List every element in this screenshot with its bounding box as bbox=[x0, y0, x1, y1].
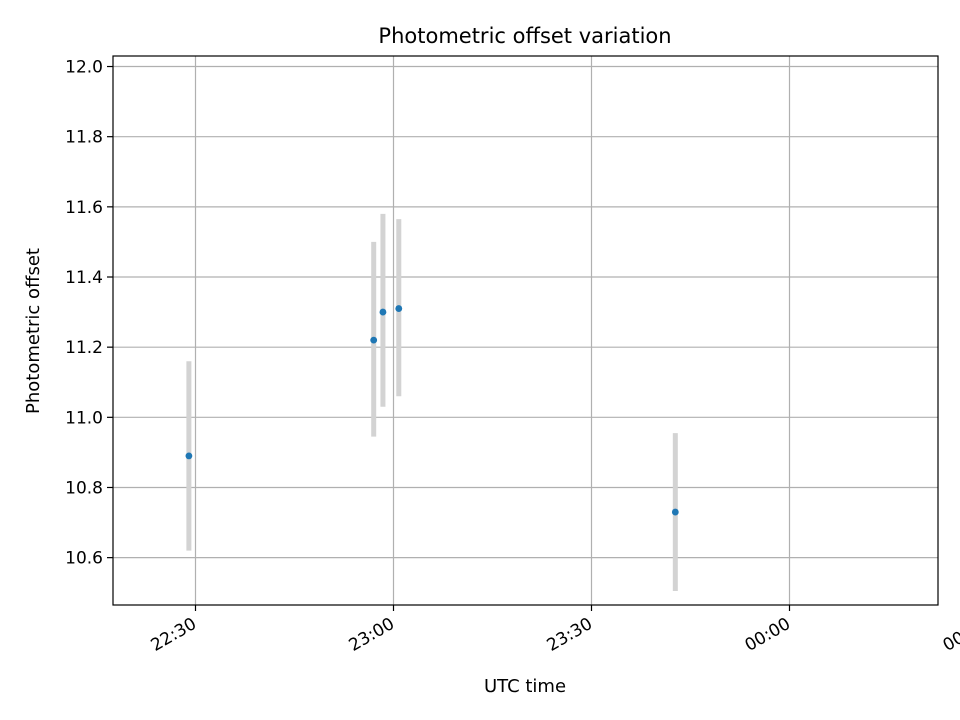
data-point bbox=[671, 508, 679, 516]
y-tick-label: 10.8 bbox=[65, 478, 103, 498]
y-tick-label: 12.0 bbox=[65, 58, 103, 78]
data-point bbox=[185, 452, 193, 460]
data-point bbox=[395, 305, 403, 312]
data-point bbox=[379, 308, 387, 316]
x-axis-label: UTC time bbox=[484, 676, 566, 697]
y-tick-label: 11.8 bbox=[65, 128, 103, 148]
chart-title: Photometric offset variation bbox=[378, 24, 671, 48]
grid bbox=[113, 56, 938, 605]
y-axis-label: Photometric offset bbox=[23, 248, 44, 414]
y-tick-label: 10.6 bbox=[65, 549, 103, 569]
plot-frame bbox=[112, 55, 939, 606]
y-axis-ticks: 10.6 10.8 11.0 11.2 11.4 11.6 11.8 12.0 bbox=[65, 58, 113, 569]
data-point bbox=[370, 336, 378, 344]
y-tick-label: 11.6 bbox=[65, 198, 103, 218]
data-points bbox=[185, 305, 679, 516]
y-tick-label: 11.0 bbox=[65, 408, 103, 428]
y-tick-label: 11.2 bbox=[65, 338, 103, 358]
y-tick-label: 11.4 bbox=[65, 268, 103, 288]
